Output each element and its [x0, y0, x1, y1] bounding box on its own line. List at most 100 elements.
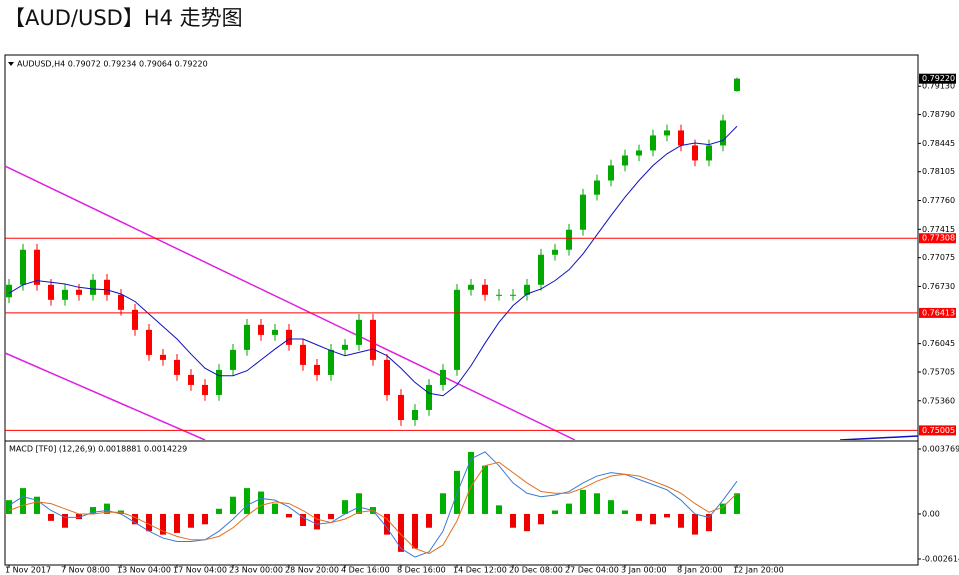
page-title: 【AUD/USD】H4 走势图	[4, 6, 243, 30]
candle-body	[720, 120, 726, 146]
candle-body	[678, 130, 684, 146]
macd-bar	[412, 513, 418, 549]
candle-body	[188, 374, 194, 385]
macd-bar	[202, 513, 208, 525]
candle-body	[440, 369, 446, 385]
candle-body	[174, 359, 180, 375]
x-tick-label: 8 Jan 20:00	[677, 566, 723, 575]
y-tick-label: 0.77415	[922, 225, 955, 234]
macd-bar	[174, 513, 180, 533]
x-tick-label: 3 Jan 00:00	[621, 566, 667, 575]
macd-bar	[482, 465, 488, 514]
candle-body	[146, 329, 152, 355]
last-price-box	[919, 73, 956, 84]
candle-body	[62, 289, 68, 300]
candle-body	[468, 284, 474, 290]
macd-bar	[230, 496, 236, 514]
chart-header: AUDUSD,H4 0.79072 0.79234 0.79064 0.7922…	[17, 60, 208, 69]
macd-bar	[132, 513, 138, 525]
candle-body	[454, 289, 460, 370]
candle-body	[258, 324, 264, 335]
candle-body	[636, 150, 642, 156]
macd-bar	[258, 491, 264, 514]
candle-body	[580, 194, 586, 230]
x-tick-label: 14 Dec 12:00	[453, 566, 507, 575]
candle-body	[692, 145, 698, 161]
macd-bar	[706, 513, 712, 532]
x-tick-label: 23 Nov 00:00	[229, 566, 283, 575]
candle-body	[398, 394, 404, 420]
candle-body	[314, 364, 320, 375]
candle-body	[426, 384, 432, 410]
macd-bar	[426, 513, 432, 528]
macd-bar	[34, 496, 40, 514]
y-tick-label: -0.0026140	[922, 555, 959, 564]
y-tick-label: 0.77760	[922, 196, 955, 205]
macd-bar	[664, 513, 670, 518]
candle-body	[202, 384, 208, 395]
macd-bar	[300, 513, 306, 527]
y-tick-label: 0.76045	[922, 339, 955, 348]
level-label: 0.76413	[922, 308, 955, 317]
macd-bar	[622, 510, 628, 514]
y-tick-label: 0.78790	[922, 110, 955, 119]
macd-bar	[104, 503, 110, 514]
candle-body	[216, 369, 222, 395]
y-tick-label: 0.75705	[922, 367, 955, 376]
candle-body	[48, 284, 54, 300]
signal-line	[8, 461, 738, 555]
candle-body	[118, 294, 124, 310]
level-label-box	[919, 233, 956, 244]
macd-bar	[76, 513, 82, 520]
candle-body	[34, 249, 40, 285]
candle-body	[566, 229, 572, 250]
candle-body	[328, 349, 334, 375]
level-label-box	[919, 307, 956, 318]
candle-body	[286, 329, 292, 345]
trend-line	[5, 352, 206, 440]
chart-frame	[4, 54, 919, 566]
macd-bar	[552, 510, 558, 514]
x-tick-label: 27 Dec 04:00	[565, 566, 619, 575]
macd-bar	[566, 503, 572, 514]
candle-body	[90, 279, 96, 295]
x-tick-label: 7 Nov 08:00	[61, 566, 110, 575]
macd-bar	[538, 513, 544, 525]
candle-body	[370, 319, 376, 360]
macd-bar	[6, 500, 12, 514]
y-tick-label: 0.76730	[922, 282, 955, 291]
macd-line	[8, 451, 738, 558]
macd-bar	[188, 513, 194, 528]
candle-body	[384, 359, 390, 395]
candle-body	[76, 289, 82, 295]
candle-body	[342, 344, 348, 350]
candle-body	[552, 249, 558, 255]
macd-bar	[650, 513, 656, 525]
x-tick-label: 17 Nov 04:00	[173, 566, 227, 575]
macd-bar	[524, 513, 530, 532]
y-tick-label: 0.78105	[922, 167, 955, 176]
macd-bar	[62, 513, 68, 528]
candle-body	[104, 279, 110, 295]
macd-bar	[272, 503, 278, 514]
candle-body	[734, 78, 740, 92]
y-tick-label: 0.77075	[922, 253, 955, 262]
candle-body	[496, 294, 502, 296]
candle-body	[650, 135, 656, 151]
macd-bar	[384, 513, 390, 535]
y-tick-label: 0.0037695	[922, 444, 959, 453]
macd-bar	[734, 493, 740, 514]
y-tick-label: 0.75360	[922, 396, 955, 405]
candle-body	[160, 354, 166, 360]
candle-body	[594, 180, 600, 195]
candle-body	[230, 349, 236, 370]
x-tick-label: 4 Dec 16:00	[341, 566, 390, 575]
macd-bar	[398, 513, 404, 552]
macd-bar	[244, 488, 250, 514]
macd-bar	[328, 513, 334, 520]
level-label: 0.77308	[922, 234, 955, 243]
macd-bar	[678, 513, 684, 528]
macd-bar	[468, 451, 474, 514]
candle-body	[524, 284, 530, 295]
x-tick-label: 28 Nov 20:00	[285, 566, 339, 575]
